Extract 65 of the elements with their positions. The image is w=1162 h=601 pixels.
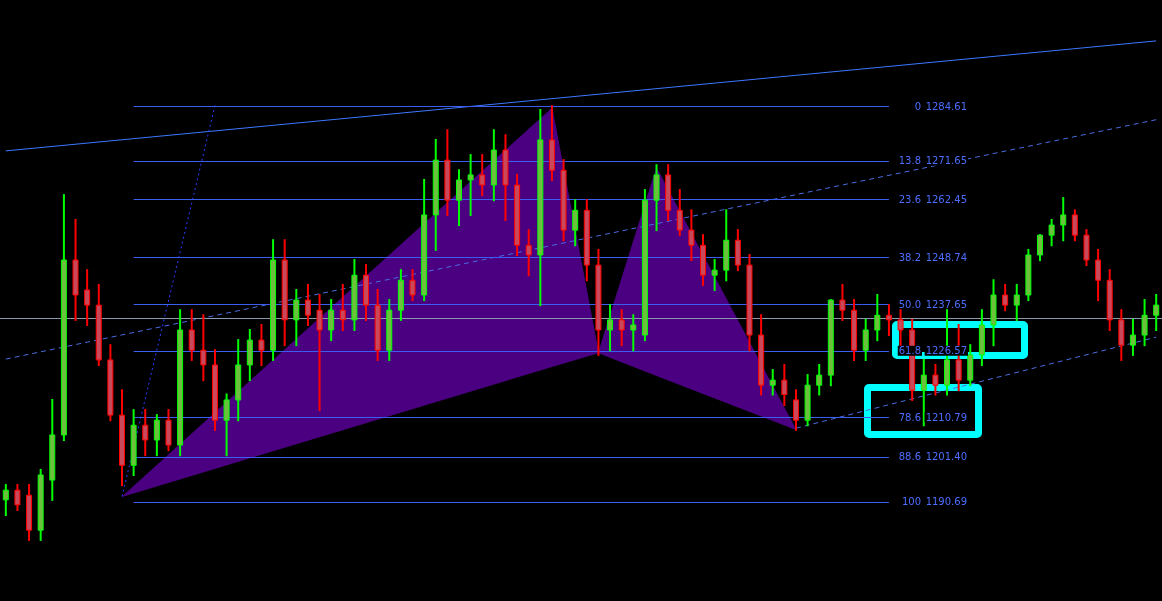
candlestick — [1036, 234, 1043, 262]
candlestick — [1095, 248, 1102, 302]
candlestick — [153, 414, 160, 457]
candlestick — [572, 199, 579, 247]
y-tick-label: 1237.65 — [925, 298, 967, 310]
candlestick — [711, 259, 718, 291]
candlestick — [1141, 299, 1148, 347]
candlestick — [1060, 197, 1067, 242]
candlestick — [816, 363, 823, 396]
candlestick — [304, 283, 311, 326]
candlestick — [792, 389, 799, 431]
candlestick — [874, 294, 881, 342]
annotation: 0 — [914, 100, 921, 112]
candlestick — [84, 269, 91, 326]
candlestick — [1071, 209, 1078, 242]
candlestick — [467, 154, 474, 216]
candlestick — [188, 309, 195, 361]
candlestick — [920, 358, 927, 427]
candlestick — [223, 393, 230, 457]
y-tick-label: 1226.57 — [925, 345, 967, 357]
candlestick — [479, 154, 486, 197]
candlestick — [885, 304, 892, 337]
candlestick — [14, 484, 21, 511]
candlestick — [293, 288, 300, 347]
annotation: 13.8 — [898, 155, 921, 167]
candlestick — [769, 369, 776, 396]
y-tick-label: 1271.65 — [925, 155, 967, 167]
candlestick — [142, 409, 149, 457]
candlestick — [607, 304, 614, 352]
annotation: 50.0 — [898, 298, 921, 310]
y-tick-label: 1284.61 — [925, 100, 967, 112]
y-tick-label: 1210.79 — [925, 411, 967, 423]
candlestick — [897, 309, 904, 347]
candlestick — [932, 363, 939, 396]
candlestick — [1129, 318, 1136, 356]
candlestick — [1153, 294, 1160, 331]
candlestick — [1048, 219, 1055, 247]
candlestick — [409, 269, 416, 302]
annotation: 23.6 — [898, 194, 921, 206]
candlestick — [688, 209, 695, 262]
candlestick — [455, 169, 462, 227]
y-tick-label: 1262.45 — [925, 194, 967, 206]
y-tick-label: 1201.40 — [925, 451, 967, 463]
candlestick — [2, 484, 9, 517]
candlestick — [328, 299, 335, 342]
annotation: 78.6 — [898, 411, 921, 423]
y-tick-label: 1190.69 — [925, 496, 967, 508]
candlestick — [200, 314, 207, 382]
annotation: 61.8 — [898, 345, 921, 357]
candlestick — [781, 363, 788, 407]
candlestick — [862, 318, 869, 361]
candlestick — [676, 189, 683, 237]
candlestick — [618, 309, 625, 347]
candlestick — [630, 314, 637, 352]
candlestick — [525, 229, 532, 277]
candlestick — [316, 294, 323, 412]
annotation: 100 — [901, 496, 921, 508]
y-tick-label: 1248.74 — [925, 251, 967, 263]
candlestick — [839, 283, 846, 321]
candlestick — [1002, 283, 1009, 312]
candlestick — [1013, 283, 1020, 321]
annotation: 38.2 — [898, 251, 921, 263]
candlestick — [339, 283, 346, 331]
annotation: 88.6 — [898, 451, 921, 463]
candlestick — [258, 323, 265, 366]
